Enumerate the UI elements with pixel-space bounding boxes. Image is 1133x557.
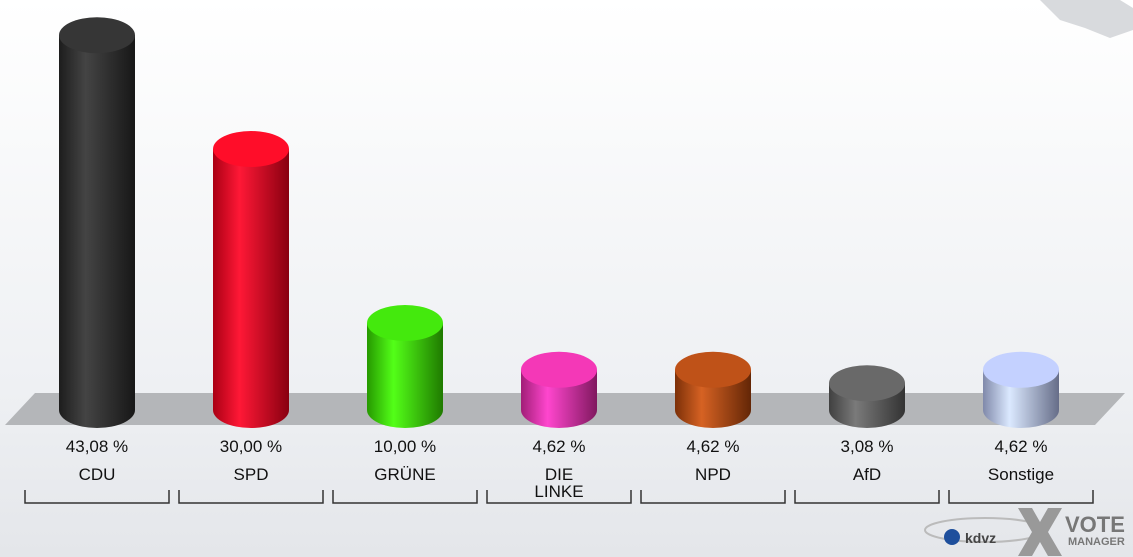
logo-vote: VOTE: [1065, 512, 1125, 537]
bracket: [794, 490, 940, 504]
value-label: 30,00 %: [219, 437, 283, 456]
bar: [59, 35, 135, 428]
bracket: [332, 490, 478, 504]
logo-dot: [944, 529, 960, 545]
category-label: Sonstige: [987, 465, 1055, 484]
value-label: 3,08 %: [840, 437, 894, 456]
bar: [367, 323, 443, 428]
bar-top: [367, 305, 443, 341]
value-label: 4,62 %: [532, 437, 586, 456]
logo-kdvz: kdvz: [965, 530, 997, 546]
bar-top: [829, 365, 905, 402]
category-label: NPD: [695, 465, 731, 484]
bar-top: [983, 351, 1059, 388]
bracket: [640, 490, 786, 504]
logo-x: [1018, 508, 1062, 556]
map-icon: [1040, 0, 1133, 38]
bracket: [24, 490, 170, 504]
category-label: GRÜNE: [374, 465, 436, 484]
category-label: CDU: [78, 465, 116, 484]
category-label: SPD: [233, 465, 269, 484]
value-label: 10,00 %: [373, 437, 437, 456]
value-label: 43,08 %: [65, 437, 129, 456]
category-label: AfD: [852, 465, 882, 484]
category-label: DIE LINKE: [534, 465, 584, 501]
bar-top: [521, 351, 597, 388]
bracket: [948, 490, 1094, 504]
bar-top: [675, 351, 751, 388]
bracket: [178, 490, 324, 504]
value-label: 4,62 %: [994, 437, 1048, 456]
bar-top: [213, 131, 289, 167]
bar-top: [59, 17, 135, 54]
logo-manager: MANAGER: [1068, 536, 1125, 548]
value-label: 4,62 %: [686, 437, 740, 456]
bracket: [486, 490, 632, 504]
bar: [213, 149, 289, 428]
